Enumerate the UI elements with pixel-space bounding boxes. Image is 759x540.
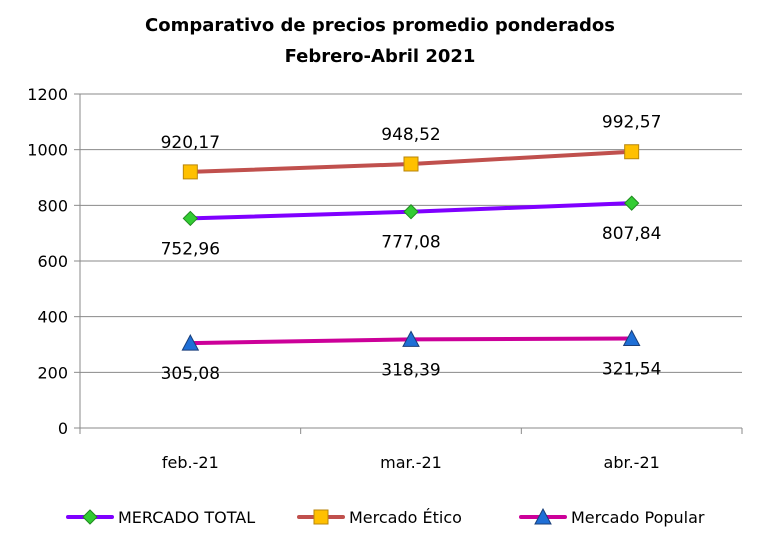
y-tick-label: 0 [58, 419, 68, 438]
x-tick-label: mar.-21 [380, 453, 442, 472]
y-tick-label: 1200 [27, 85, 68, 104]
data-label: 920,17 [161, 133, 220, 153]
plot-area: 0 200 400 600 800 1000 1200 feb.-21 mar.-21 abr.-… [27, 85, 743, 472]
data-point [622, 329, 641, 347]
data-point [624, 144, 640, 160]
data-point [181, 334, 200, 351]
legend: MERCADO TOTAL Mercado Ético Mercado Popula… [66, 507, 705, 527]
x-tick-label: abr.-21 [604, 453, 660, 472]
legend-label: MERCADO TOTAL [118, 508, 255, 527]
data-label: 807,84 [602, 224, 661, 244]
legend-label: Mercado Ético [349, 508, 462, 527]
data-point [403, 204, 419, 220]
x-tick-label: feb.-21 [162, 453, 219, 472]
data-label: 318,39 [381, 360, 440, 380]
data-point [402, 330, 420, 347]
y-tick-label: 800 [37, 196, 68, 215]
data-label: 777,08 [381, 233, 440, 253]
y-tick-label: 600 [37, 252, 68, 271]
legend-marker [82, 509, 98, 525]
y-tick-label: 400 [37, 308, 68, 327]
chart-subtitle: Febrero-Abril 2021 [285, 46, 476, 67]
data-label: 305,08 [161, 364, 220, 384]
y-tick-label: 200 [37, 363, 68, 382]
legend-marker [534, 507, 552, 525]
legend-marker [313, 509, 329, 525]
data-point [623, 195, 640, 211]
data-label: 948,52 [381, 125, 440, 145]
data-point [182, 210, 199, 227]
y-tick-label: 1000 [27, 141, 68, 160]
data-point [403, 156, 419, 172]
data-label: 752,96 [161, 239, 220, 259]
data-point [182, 164, 198, 180]
legend-label: Mercado Popular [571, 508, 705, 527]
chart-title: Comparativo de precios promedio ponderad… [145, 15, 615, 36]
data-label: 321,54 [602, 360, 661, 380]
data-label: 992,57 [602, 113, 661, 133]
